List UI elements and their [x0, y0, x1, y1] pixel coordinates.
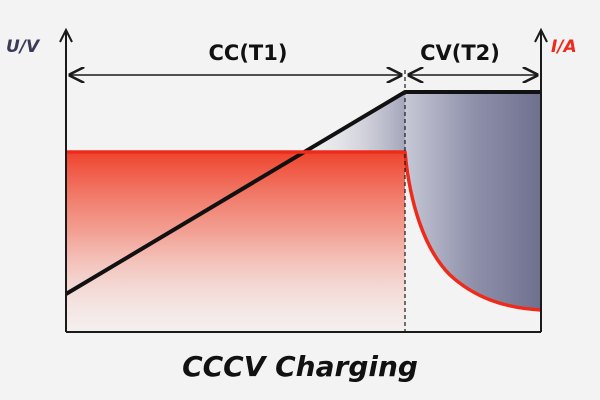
- cv-phase-label: CV(T2): [420, 41, 500, 65]
- y-left-axis-label: U/V: [6, 37, 41, 57]
- y-right-axis-label: I/A: [551, 37, 577, 57]
- left-axis-arrow: [59, 27, 73, 43]
- cv-region-fill: [405, 92, 541, 310]
- right-axis-arrow: [534, 27, 548, 43]
- current-cc-fill: [66, 152, 405, 332]
- cc-phase-label: CC(T1): [209, 41, 288, 65]
- current-curve: [66, 150, 542, 312]
- diagram-title: CCCV Charging: [182, 350, 418, 383]
